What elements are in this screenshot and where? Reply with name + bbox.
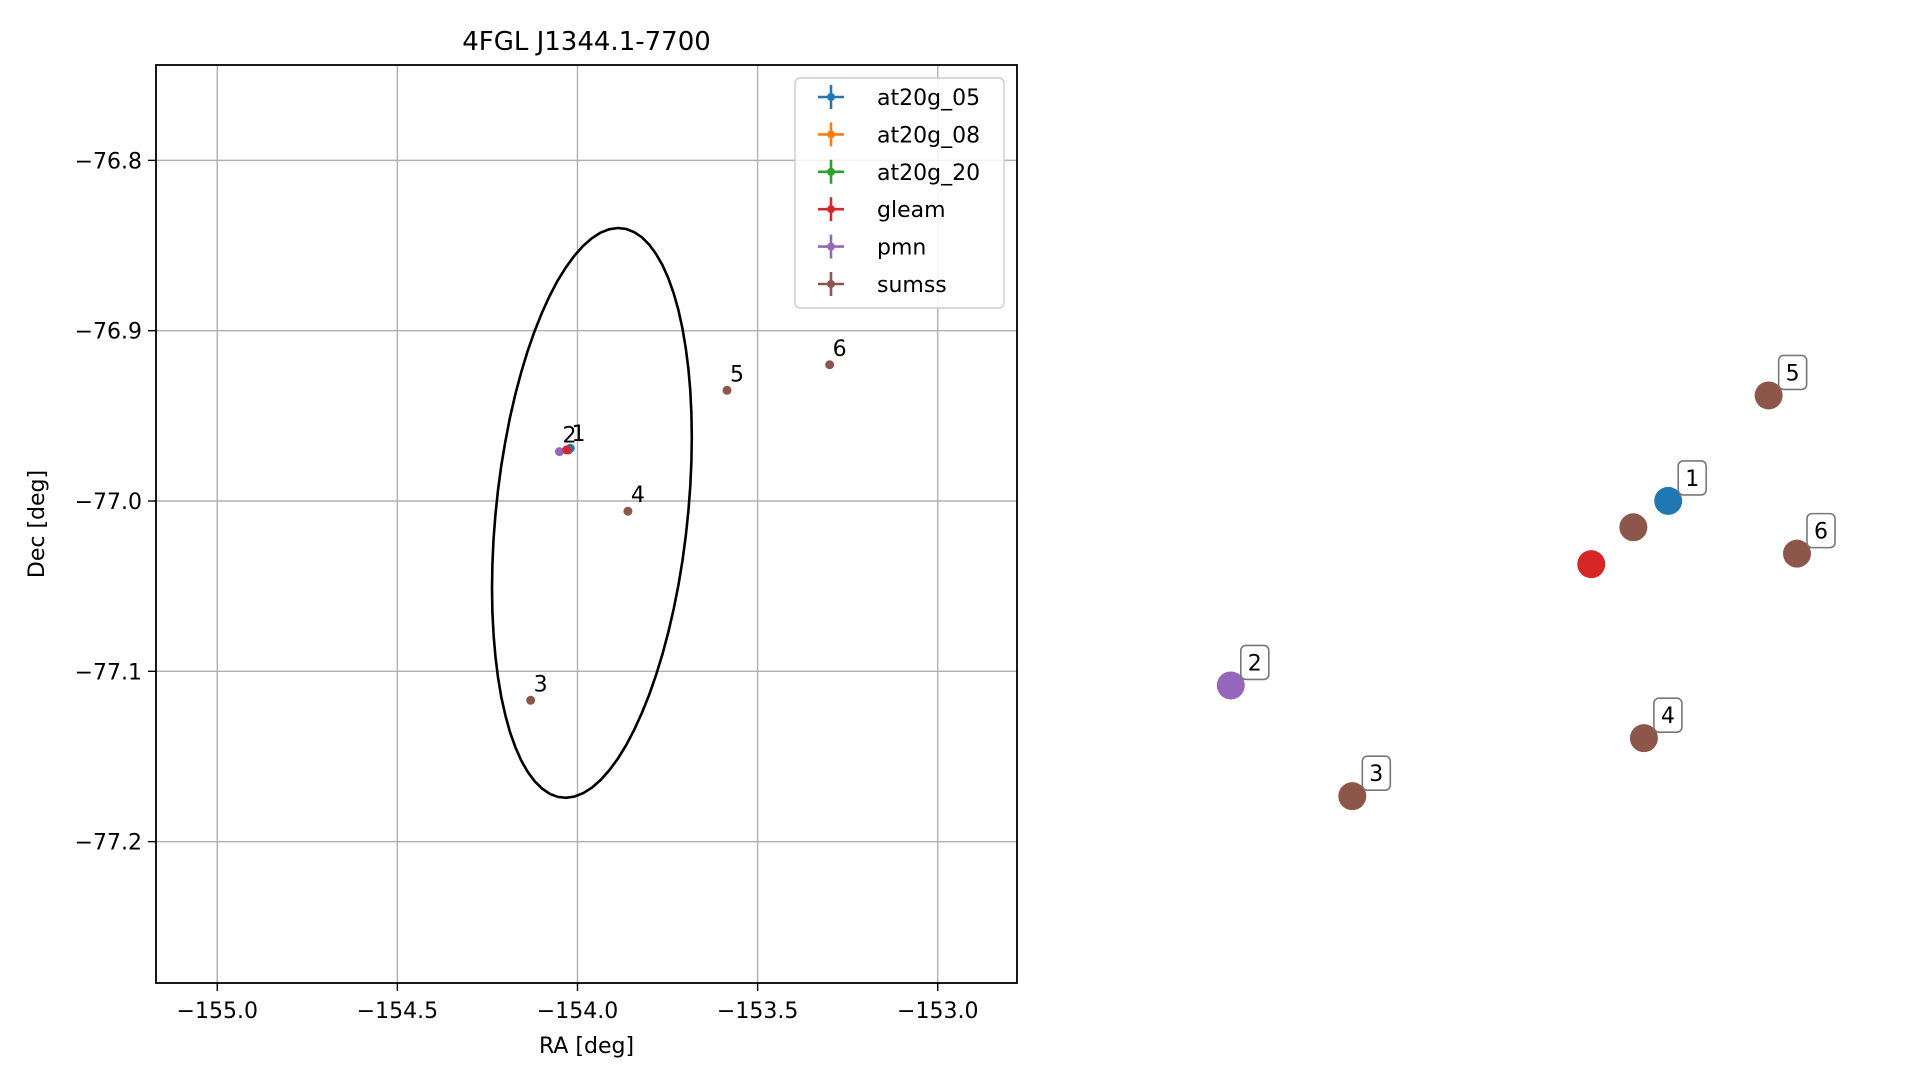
zoom-label-box-1 bbox=[1677, 460, 1707, 496]
main-point-labels: 1 3 4 5 6 2 bbox=[534, 337, 847, 698]
zoom-point-sumss bbox=[1338, 782, 1367, 811]
main-points bbox=[526, 360, 835, 705]
error-ellipse-path bbox=[490, 226, 694, 800]
zoom-label-box-2 bbox=[1240, 644, 1270, 681]
legend-marker-dot-at20g_05 bbox=[827, 93, 835, 101]
point-label-2: 2 bbox=[562, 424, 576, 449]
legend-marker-dot-at20g_08 bbox=[827, 130, 835, 139]
legend-label-pmn: pmn bbox=[877, 236, 926, 261]
main-axes: 1 3 4 5 6 2 −155.0 −154.5 −154.0 −153.5 −153.0 −7… bbox=[25, 27, 1018, 1059]
x-axis-label: RA [deg] bbox=[539, 1034, 634, 1059]
zoom-point-sumss bbox=[1782, 539, 1811, 568]
zoom-point-sumss bbox=[1619, 513, 1648, 542]
point-sumss bbox=[526, 695, 536, 705]
point-label-5: 5 bbox=[730, 362, 744, 387]
point-label-4: 4 bbox=[631, 483, 645, 508]
legend-marker-dot-at20g_20 bbox=[827, 167, 835, 176]
zoom-panel: 3 4 5 6 2 1 bbox=[1216, 354, 1836, 811]
zoom-label-box-5 bbox=[1777, 354, 1808, 391]
legend-label-sumss: sumss bbox=[877, 273, 947, 298]
y-tick-label: −76.8 bbox=[75, 149, 142, 174]
chart-title: 4FGL J1344.1-7700 bbox=[462, 27, 711, 57]
zoom-label-box-6 bbox=[1806, 512, 1836, 549]
legend-label-gleam: gleam bbox=[877, 198, 946, 223]
x-tick-label: −153.5 bbox=[717, 999, 798, 1024]
x-tick-label: −155.0 bbox=[177, 999, 258, 1024]
y-tick-label: −77.2 bbox=[75, 831, 142, 856]
x-tick-label: −153.0 bbox=[897, 999, 978, 1024]
point-sumss bbox=[722, 385, 732, 395]
point-label-1: 1 bbox=[571, 422, 585, 447]
axes-frame bbox=[155, 64, 1018, 984]
zoom-label-box-3 bbox=[1361, 755, 1392, 791]
zoom-point-sumss bbox=[1754, 381, 1783, 410]
y-axis-label: Dec [deg] bbox=[25, 470, 50, 578]
legend-marker-dot-pmn bbox=[827, 242, 835, 251]
y-tick-label: −76.9 bbox=[75, 320, 142, 345]
point-label-6: 6 bbox=[833, 337, 847, 362]
point-sumss bbox=[623, 506, 633, 516]
x-tick-label: −154.0 bbox=[537, 999, 618, 1024]
point-label-3: 3 bbox=[534, 672, 548, 697]
grid bbox=[156, 65, 1017, 983]
zoom-label-3: 3 bbox=[1369, 762, 1383, 787]
legend-marker-dot-gleam bbox=[827, 205, 835, 214]
legend-marker-dot-sumss bbox=[827, 280, 835, 288]
zoom-label-4: 4 bbox=[1661, 704, 1675, 729]
y-ticks: −76.8 −76.9 −77.0 −77.1 −77.2 bbox=[75, 149, 156, 856]
zoom-point-pmn bbox=[1216, 671, 1245, 700]
zoom-point-at20g_05 bbox=[1654, 486, 1683, 515]
y-tick-label: −77.1 bbox=[75, 660, 142, 685]
point-pmn bbox=[554, 447, 564, 457]
zoom-label-1: 1 bbox=[1685, 467, 1699, 492]
x-ticks: −155.0 −154.5 −154.0 −153.5 −153.0 bbox=[177, 983, 978, 1024]
legend-label-at20g_20: at20g_20 bbox=[877, 161, 980, 186]
error-ellipse bbox=[490, 226, 694, 800]
zoom-point-labels: 3 4 5 6 2 1 bbox=[1240, 354, 1836, 791]
zoom-label-2: 2 bbox=[1248, 651, 1262, 676]
point-sumss bbox=[825, 360, 835, 370]
legend-label-at20g_08: at20g_08 bbox=[877, 123, 980, 148]
legend-box bbox=[794, 77, 1005, 309]
point-gleam bbox=[562, 445, 572, 455]
zoom-points bbox=[1216, 381, 1811, 811]
zoom-point-sumss bbox=[1629, 724, 1658, 753]
zoom-label-6: 6 bbox=[1814, 520, 1828, 545]
zoom-point-gleam bbox=[1577, 550, 1606, 579]
x-tick-label: −154.5 bbox=[357, 999, 438, 1024]
zoom-label-5: 5 bbox=[1786, 361, 1800, 386]
legend-label-at20g_05: at20g_05 bbox=[877, 86, 980, 111]
zoom-label-box-4 bbox=[1653, 697, 1683, 733]
y-tick-label: −77.0 bbox=[75, 490, 142, 515]
